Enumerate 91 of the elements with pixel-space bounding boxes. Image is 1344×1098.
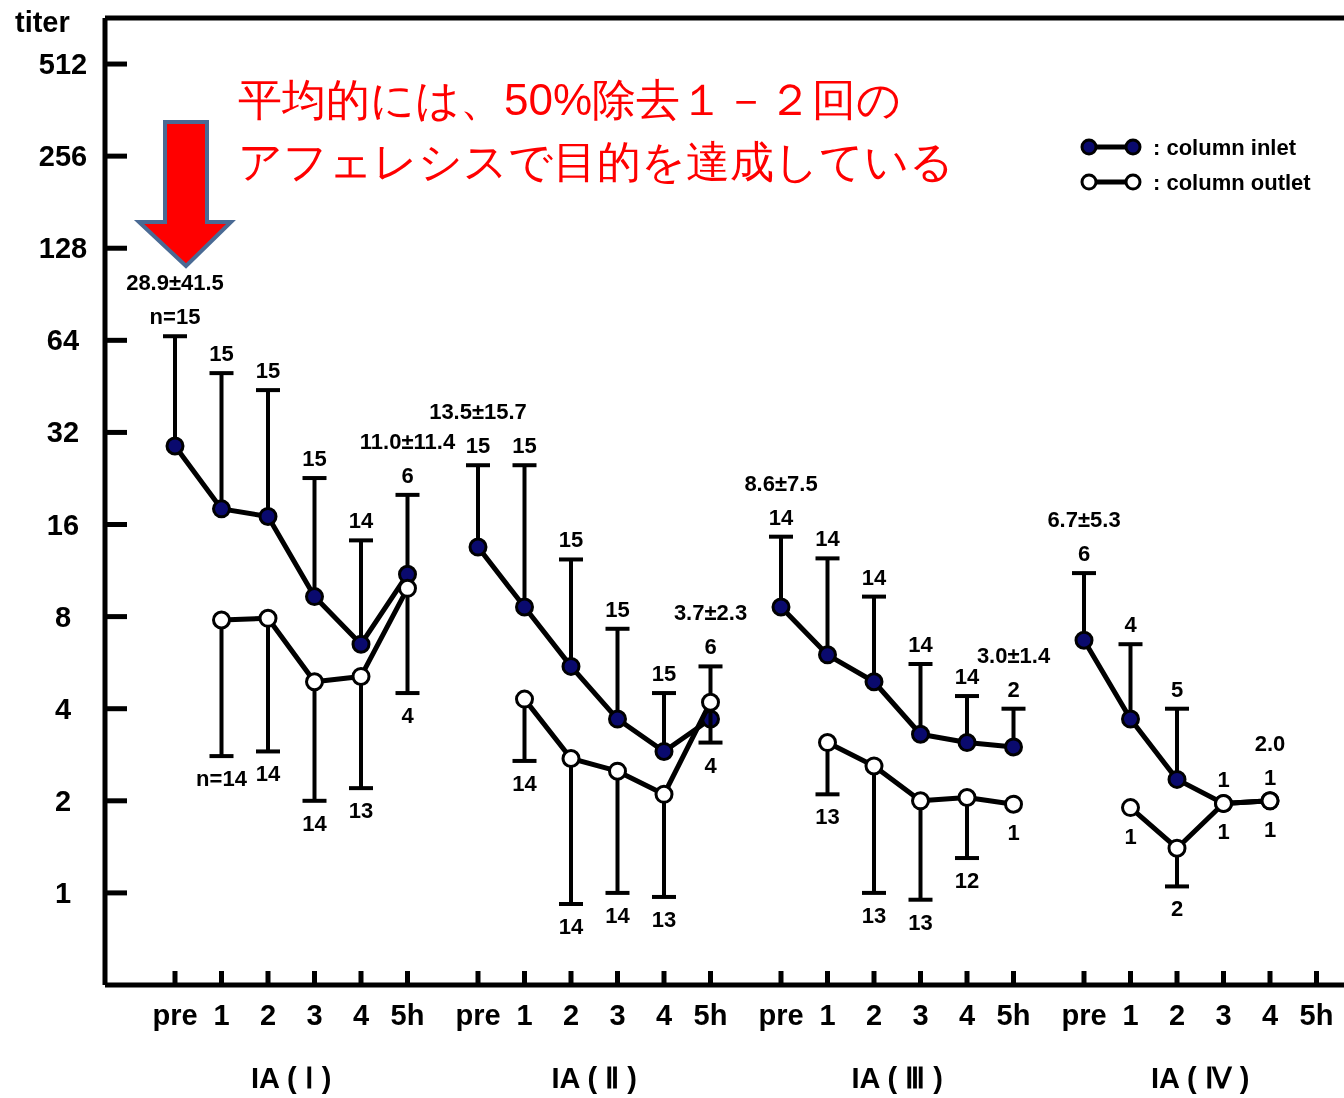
x-axis-title: IA ( Ⅲ ) (851, 1062, 943, 1094)
annotation: 14 (302, 810, 328, 836)
annotation: 14 (558, 913, 584, 939)
annotation: 平均的には、50%除去１－２回の (238, 75, 902, 124)
annotation: 13 (861, 902, 887, 928)
x-tick-label: pre (758, 999, 804, 1031)
annotation: 15 (302, 446, 327, 472)
x-tick-label: pre (455, 999, 501, 1031)
annotation: 6.7±5.3 (1047, 507, 1121, 533)
annotation: アフェレシスで目的を達成している (238, 137, 954, 186)
x-tick-label: 5h (693, 999, 728, 1031)
annotation: 15 (558, 527, 584, 553)
x-tick-label: 4 (958, 999, 976, 1031)
annotation: 6 (401, 462, 414, 488)
annotation: 14 (861, 564, 887, 590)
y-tick-label: 16 (46, 508, 80, 541)
annotation: 4 (1124, 612, 1138, 638)
x-tick-label: 3 (306, 999, 323, 1031)
x-tick-label: 1 (819, 999, 836, 1031)
x-tick-label: 5h (390, 999, 425, 1031)
legend-label: : column outlet (1153, 170, 1312, 195)
annotation: 15 (465, 433, 491, 459)
annotation: 5 (1170, 676, 1184, 702)
annotation: 1 (1124, 823, 1137, 849)
annotation: 12 (954, 868, 980, 894)
x-tick-label: 1 (1122, 999, 1139, 1031)
x-axis-title: IA ( Ⅰ ) (251, 1062, 332, 1094)
y-tick-label: 256 (38, 140, 88, 173)
x-tick-label: 5h (996, 999, 1031, 1031)
annotation: 4 (704, 752, 718, 778)
annotation: 13 (348, 798, 374, 824)
annotation: 15 (255, 358, 281, 384)
annotation: 14 (605, 902, 631, 928)
annotation: 15 (209, 341, 234, 367)
x-tick-label: 4 (352, 999, 370, 1031)
annotation: 1 (1217, 767, 1230, 793)
annotation: 14 (908, 632, 934, 657)
annotation: 13 (651, 906, 677, 932)
annotation: 1 (1263, 764, 1277, 790)
annotation: 8.6±7.5 (744, 470, 818, 496)
y-tick-label: 512 (38, 48, 88, 81)
y-tick-label: 128 (38, 232, 88, 265)
y-tick-label: 8 (54, 600, 72, 633)
x-tick-label: 2 (259, 999, 277, 1031)
x-tick-label: 4 (655, 999, 673, 1031)
annotation: 6 (1077, 541, 1091, 567)
annotation: 2.0 (1254, 730, 1286, 756)
annotation: 13 (908, 909, 933, 935)
annotation: 14 (815, 526, 841, 552)
x-tick-label: 3 (1215, 999, 1232, 1031)
x-tick-label: 3 (912, 999, 929, 1031)
annotation: 15 (512, 433, 537, 459)
y-tick-label: 2 (54, 784, 72, 817)
annotation: 2 (1007, 676, 1020, 702)
y-tick-label: 1 (54, 876, 72, 909)
annotation: 14 (255, 761, 281, 787)
legend-label: : column inlet (1153, 135, 1297, 160)
annotation: 13.5±15.7 (429, 399, 527, 425)
annotation: 14 (512, 770, 538, 796)
annotation: 1 (1263, 816, 1277, 842)
annotation: 3.7±2.3 (673, 600, 748, 626)
y-tick-label: 4 (54, 692, 72, 725)
x-tick-label: 2 (1168, 999, 1186, 1031)
annotation: 14 (348, 508, 374, 534)
annotation: n=14 (196, 766, 248, 792)
annotation: 28.9±41.5 (126, 270, 224, 296)
annotation: 15 (605, 596, 630, 622)
x-tick-label: 1 (516, 999, 533, 1031)
annotation: 15 (651, 661, 677, 687)
annotation: 14 (768, 504, 794, 530)
annotation: 6 (704, 634, 717, 660)
x-tick-label: 5h (1299, 999, 1334, 1031)
annotation: 2 (1170, 896, 1184, 922)
x-tick-label: 1 (213, 999, 230, 1031)
x-tick-label: 3 (609, 999, 626, 1031)
x-tick-label: 4 (1261, 999, 1279, 1031)
annotation: 13 (815, 804, 840, 830)
x-tick-label: pre (1061, 999, 1107, 1031)
y-axis-title: titer (15, 6, 70, 38)
annotation: 1 (1007, 820, 1020, 846)
annotation: 1 (1217, 819, 1230, 845)
x-axis-title: IA ( Ⅳ ) (1151, 1062, 1250, 1094)
y-tick-label: 32 (46, 416, 80, 449)
x-tick-label: 2 (865, 999, 883, 1031)
annotation: 4 (401, 703, 415, 729)
annotation: n=15 (149, 304, 201, 330)
y-tick-label: 64 (46, 324, 80, 357)
x-tick-label: 2 (562, 999, 580, 1031)
annotation: 11.0±11.4 (359, 428, 456, 454)
x-axis-title: IA ( Ⅱ ) (551, 1062, 637, 1094)
x-tick-label: pre (152, 999, 198, 1031)
